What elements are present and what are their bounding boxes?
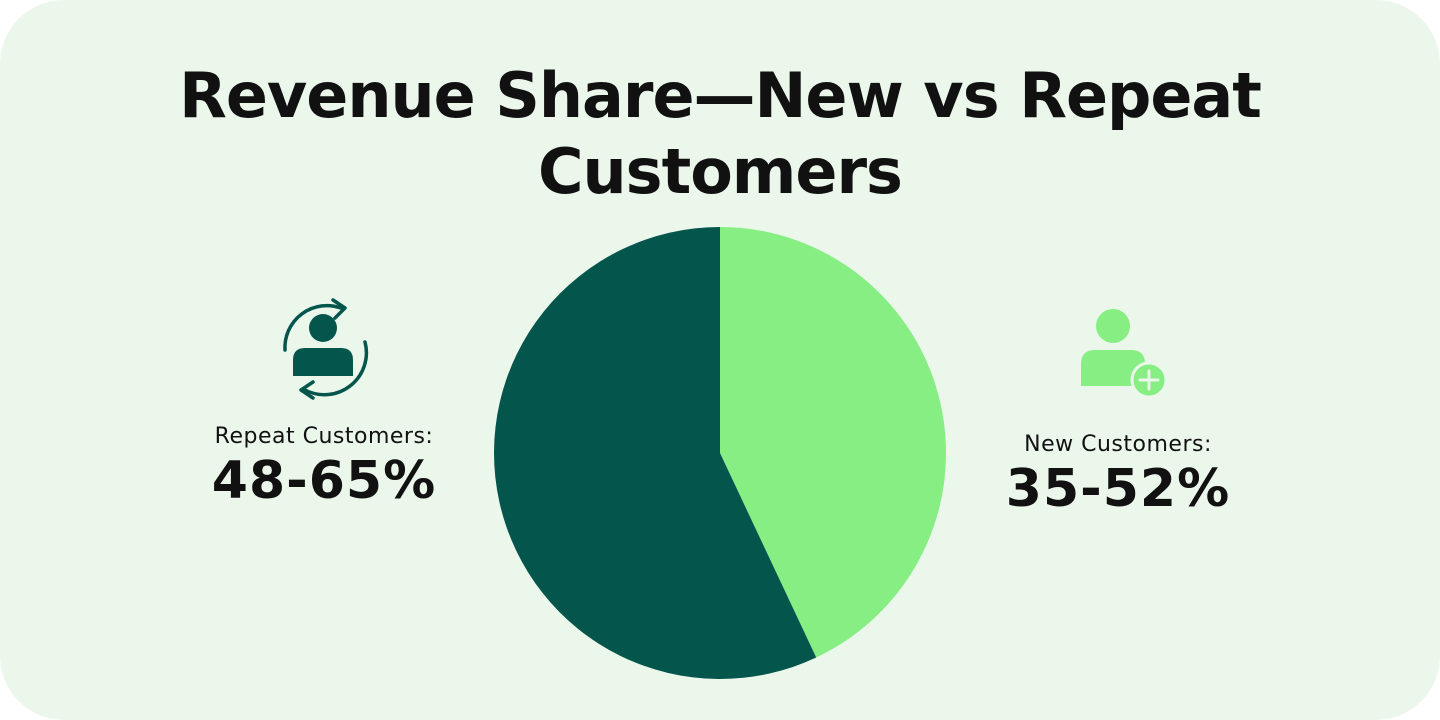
repeat-customer-icon (283, 298, 369, 400)
new-customers-label: New Customers: (1024, 432, 1212, 457)
new-customers-value: 35-52% (1005, 459, 1231, 519)
repeat-customers-value: 48-65% (211, 451, 437, 511)
repeat-customers-panel: Repeat Customers: 48-65% (174, 290, 474, 511)
pie-slice-new-customers (720, 227, 946, 658)
pie-slice-repeat-customers (493, 227, 817, 680)
chart-title: Revenue Share—New vs Repeat Customers (179, 59, 1262, 208)
repeat-customers-label: Repeat Customers: (214, 424, 434, 449)
new-customer-icon (1081, 309, 1168, 399)
new-customers-panel: New Customers: 35-52% (968, 290, 1268, 519)
